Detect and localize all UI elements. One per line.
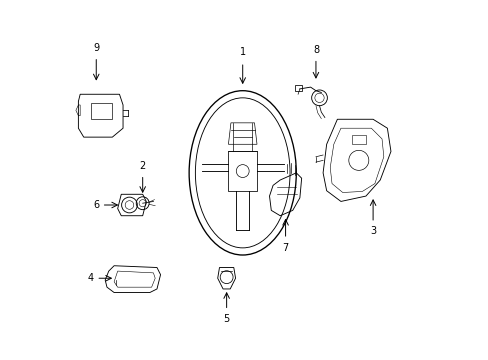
Text: 8: 8	[312, 45, 318, 55]
Text: 3: 3	[369, 226, 375, 237]
Text: 4: 4	[88, 273, 94, 283]
Text: 5: 5	[223, 314, 229, 324]
Text: 2: 2	[139, 161, 145, 171]
Text: 1: 1	[239, 47, 245, 57]
Text: 7: 7	[282, 243, 288, 252]
Text: 6: 6	[93, 200, 99, 210]
Text: 9: 9	[93, 43, 99, 53]
